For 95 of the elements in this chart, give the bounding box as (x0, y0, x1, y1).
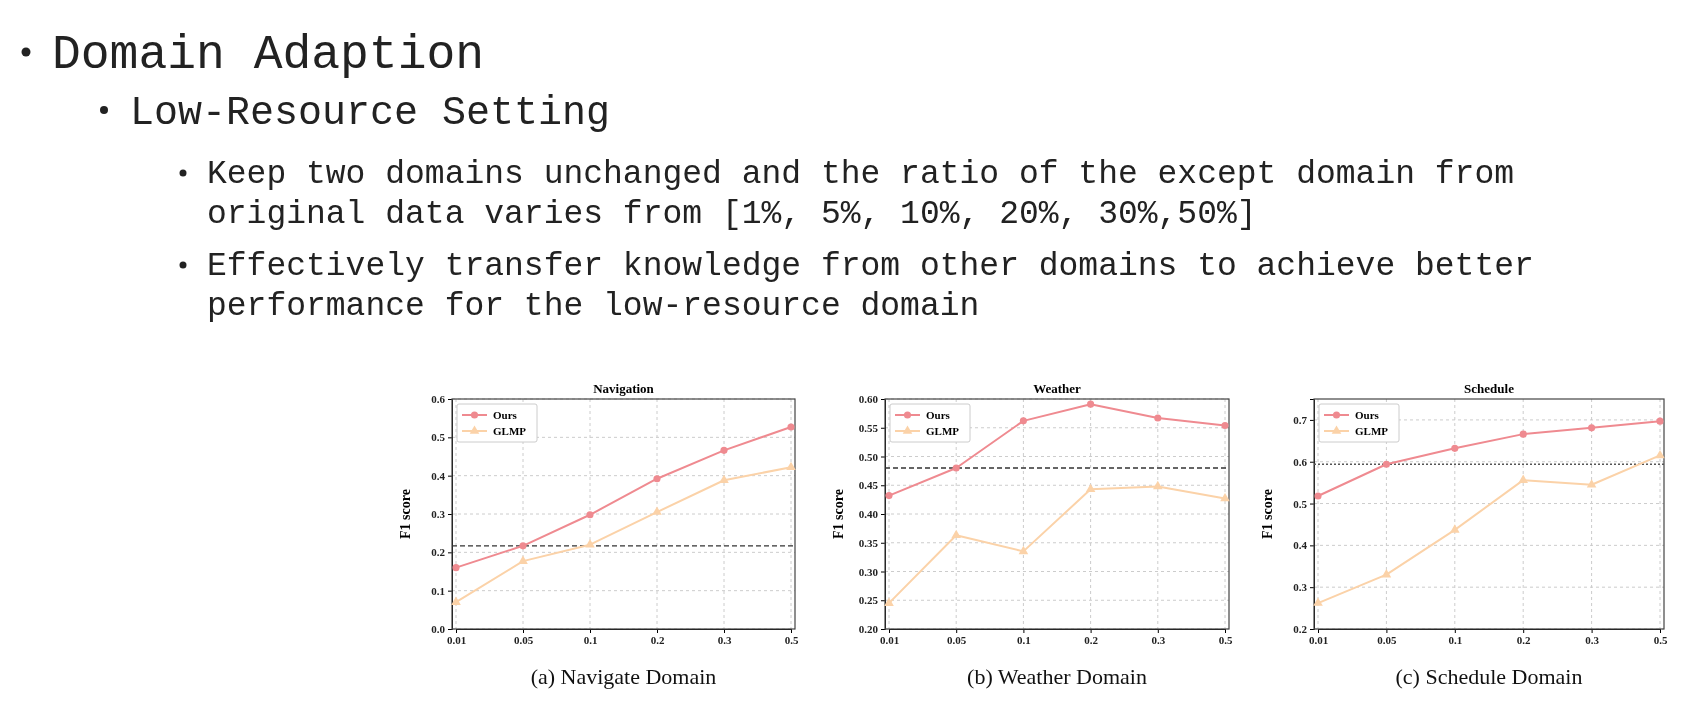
point (1085, 483, 1096, 493)
point (1518, 474, 1529, 483)
y-axis-title: F1 score (1260, 489, 1275, 539)
x-tick-label: 0.5 (1653, 633, 1668, 646)
point (786, 461, 796, 471)
y-tick-label: 0.4 (431, 469, 446, 482)
y-tick-label: 0.4 (1293, 539, 1308, 552)
legend-label: GLMP (1355, 425, 1389, 437)
y-tick-label: 0.35 (858, 536, 879, 549)
y-tick-label: 0.20 (858, 623, 879, 636)
x-tick-label: 0.01 (446, 633, 467, 646)
point (1656, 417, 1664, 425)
point (1519, 430, 1527, 438)
point (719, 474, 729, 484)
x-tick-label: 0.05 (513, 633, 534, 646)
point (1655, 449, 1665, 459)
x-tick-label: 0.01 (879, 633, 900, 646)
point (787, 423, 795, 431)
legend-label: Ours (493, 409, 518, 421)
text: Effectively transfer knowledge from other domains to achieve better performance for the low-resource domain (207, 248, 1534, 325)
x-tick-label: 0.1 (1017, 633, 1031, 646)
point (585, 539, 595, 548)
x-tick-label: 0.1 (583, 633, 598, 646)
y-tick-label: 0.1 (431, 584, 445, 597)
point (1018, 545, 1029, 555)
legend-label: GLMP (493, 425, 527, 437)
chart-title: Weather (1033, 381, 1082, 396)
point (519, 542, 527, 550)
point (885, 492, 893, 500)
y-tick-label: 0.25 (858, 594, 879, 607)
point (1381, 569, 1392, 578)
y-tick-label: 0.7 (1293, 413, 1308, 426)
point (1221, 421, 1229, 430)
point (952, 464, 960, 472)
point (586, 511, 594, 519)
point (653, 475, 661, 483)
x-tick-label: 0.1 (1448, 633, 1463, 646)
text: (c) Schedule Domain (1395, 664, 1583, 689)
x-tick-label: 0.3 (717, 633, 732, 646)
point (1313, 597, 1323, 606)
point (951, 529, 962, 539)
point (1220, 492, 1230, 502)
x-tick-label: 0.5 (1218, 633, 1233, 646)
y-tick-label: 0.30 (858, 565, 879, 578)
x-tick-label: 0.2 (1084, 633, 1099, 646)
x-tick-label: 0.2 (650, 633, 665, 646)
point (652, 506, 662, 515)
point (1314, 492, 1322, 500)
y-tick-label: 0.2 (1293, 623, 1308, 636)
point (1588, 424, 1596, 432)
point (884, 597, 894, 606)
text: (a) Navigate Domain (530, 664, 717, 689)
chart-title: Schedule (1464, 381, 1515, 396)
point (1451, 444, 1459, 452)
y-tick-label: 0.3 (431, 508, 446, 521)
y-tick-label: 0.6 (431, 393, 446, 406)
point (1019, 417, 1027, 425)
y-tick-label: 0.40 (858, 508, 879, 521)
point (1449, 524, 1460, 533)
legend-label: GLMP (926, 425, 960, 437)
point (1382, 460, 1390, 468)
y-tick-label: 0.5 (1293, 497, 1308, 510)
y-tick-label: 0.50 (858, 450, 879, 463)
point (451, 596, 461, 605)
y-axis-title: F1 score (398, 489, 413, 539)
y-tick-label: 0.0 (431, 623, 446, 636)
text: Domain Adaption (52, 28, 485, 82)
chart-title: Navigation (593, 381, 655, 396)
y-tick-label: 0.2 (431, 546, 446, 559)
x-tick-label: 0.3 (1151, 633, 1166, 646)
y-tick-label: 0.60 (858, 393, 879, 406)
point (1154, 414, 1162, 422)
point (1152, 480, 1163, 490)
y-tick-label: 0.3 (1293, 581, 1308, 594)
text: Low-Resource Setting (130, 91, 611, 136)
y-tick-label: 0.55 (858, 421, 879, 434)
legend-label: Ours (926, 409, 951, 421)
x-tick-label: 0.2 (1516, 633, 1532, 646)
y-tick-label: 0.5 (431, 431, 446, 444)
x-tick-label: 0.05 (947, 633, 967, 646)
y-tick-label: 0.6 (1293, 455, 1308, 468)
text: Keep two domains unchanged and the ratio of the except domain from original data varies from [1%, 5%, 10%, 20%, 30%,50%] (207, 156, 1515, 233)
x-tick-label: 0.01 (1308, 633, 1329, 646)
point (1586, 479, 1597, 488)
point (452, 564, 460, 572)
text: (b) Weather Domain (967, 664, 1147, 689)
point (1087, 400, 1095, 408)
point (518, 555, 528, 564)
x-tick-label: 0.3 (1585, 633, 1600, 646)
legend-label: Ours (1355, 409, 1380, 421)
y-tick-label: 0.45 (858, 479, 879, 492)
x-tick-label: 0.05 (1377, 633, 1398, 646)
point (720, 446, 728, 454)
x-tick-label: 0.5 (784, 633, 799, 646)
y-axis-title: F1 score (831, 489, 846, 539)
